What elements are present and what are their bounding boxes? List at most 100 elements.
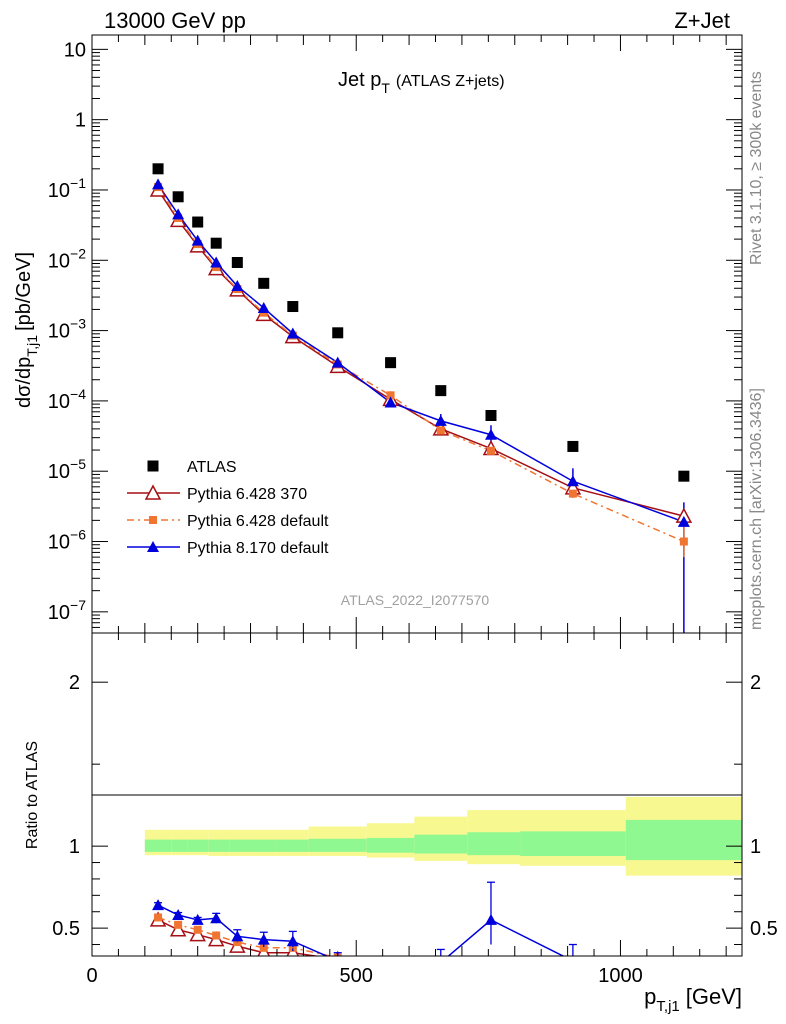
data-point xyxy=(568,489,577,498)
analysis-watermark: ATLAS_2022_I2077570 xyxy=(341,592,490,608)
legend-label: ATLAS xyxy=(187,459,237,476)
y-tick-label: 10−5 xyxy=(48,456,86,483)
data-point xyxy=(172,191,184,203)
ratio-data-point xyxy=(193,925,202,934)
x-tick-label: 1000 xyxy=(598,965,643,987)
data-point xyxy=(486,446,495,455)
band-inner xyxy=(625,819,742,861)
ratio-data-point xyxy=(435,957,447,968)
series-line xyxy=(157,189,685,517)
data-point xyxy=(192,216,204,228)
series-line xyxy=(157,183,685,523)
legend-marker xyxy=(147,460,159,472)
ratio-data-point xyxy=(231,930,244,942)
ratio-data-point xyxy=(572,954,574,956)
ratio-data-point xyxy=(154,913,163,922)
main-plot-panel: ATLAS Pythia 6.428 370 Pythia 6.428 defaul… xyxy=(13,34,743,634)
data-point xyxy=(210,256,223,268)
data-point xyxy=(152,163,164,175)
data-point xyxy=(210,237,222,249)
header-right: Z+Jet xyxy=(674,8,730,33)
x-axis-label: pT,j1 [GeV] xyxy=(644,984,742,1015)
x-tick-label: 0 xyxy=(86,965,97,987)
y-tick-label: 10−3 xyxy=(48,316,86,343)
side-text-top: Rivet 3.1.10, ≥ 300k events xyxy=(748,71,765,265)
band-inner xyxy=(366,837,415,853)
data-point xyxy=(434,414,447,426)
data-point xyxy=(257,301,270,313)
data-point xyxy=(152,178,165,190)
data-point xyxy=(384,396,397,408)
main-axes: 10 1 10−1 10−2 10−3 10−4 10−5 10−6 10−7 xyxy=(48,35,742,634)
legend-label: Pythia 6.428 370 xyxy=(187,486,307,503)
ratio-y-tick-label-right: 2 xyxy=(750,672,761,694)
legend-label: Pythia 8.170 default xyxy=(187,540,329,557)
band-inner xyxy=(187,839,209,852)
main-title: Jet pT (ATLAS Z+jets) xyxy=(338,69,505,96)
ratio-plot-panel: 0.5 0.5 1 1 2 2 0 500 1000 Ratio to ATLAS pT,j1[… xyxy=(24,632,778,1015)
ratio-data-point xyxy=(385,960,397,971)
band-inner xyxy=(414,834,468,854)
x-tick-label: 500 xyxy=(340,965,373,987)
ratio-data-point xyxy=(152,899,165,911)
legend-marker xyxy=(149,516,157,524)
ratio-y-axis-label: Ratio to ATLAS xyxy=(24,741,41,849)
band-inner xyxy=(229,839,251,852)
y-tick-label: 1 xyxy=(75,110,86,132)
header-left: 13000 GeV pp xyxy=(104,8,246,33)
data-point xyxy=(566,475,579,487)
data-point xyxy=(679,537,688,546)
data-point xyxy=(386,391,395,400)
main-y-axis-label: dσ/dpT,j1[pb/GeV] xyxy=(13,252,40,408)
data-point xyxy=(436,426,445,435)
y-tick-label: 10 xyxy=(64,39,86,61)
y-tick-label: 10−2 xyxy=(48,245,86,272)
data-point xyxy=(484,428,497,440)
band-inner xyxy=(276,839,309,852)
ratio-data-point xyxy=(189,926,206,942)
ratio-data-point xyxy=(169,921,187,937)
ratio-y-tick-label-right: 0.5 xyxy=(750,918,778,940)
data-point xyxy=(286,327,299,339)
legend-marker xyxy=(144,484,162,500)
y-tick-label: 10−6 xyxy=(48,527,86,554)
data-point xyxy=(191,234,204,246)
data-point xyxy=(435,385,447,397)
ratio-y-tick-label: 2 xyxy=(69,672,80,694)
band-inner xyxy=(467,832,521,856)
main-data-layer xyxy=(149,163,693,633)
data-point xyxy=(385,357,397,369)
band-inner xyxy=(208,839,230,852)
data-point xyxy=(678,470,690,482)
ratio-data-point xyxy=(678,968,690,979)
ratio-data-layer xyxy=(149,881,690,979)
data-point xyxy=(172,208,185,220)
ratio-axes: 0.5 0.5 1 1 2 2 0 500 1000 xyxy=(52,633,778,987)
ratio-data-point xyxy=(210,912,223,924)
ratio-data-point xyxy=(172,909,185,921)
band-inner xyxy=(171,839,188,852)
ratio-data-point xyxy=(174,920,183,929)
ratio-y-tick-label-right: 1 xyxy=(750,836,761,858)
data-point xyxy=(331,356,344,368)
band-inner xyxy=(520,831,626,856)
side-text-bottom: mcplots.cern.ch [arXiv:1306.3436] xyxy=(748,388,765,630)
data-point xyxy=(332,327,344,339)
ratio-y-tick-label: 1 xyxy=(69,836,80,858)
data-point xyxy=(231,280,244,292)
data-point xyxy=(567,440,579,452)
ratio-data-point xyxy=(257,933,270,945)
ratio-data-point xyxy=(484,913,497,925)
y-tick-label: 10−4 xyxy=(48,386,86,413)
ratio-frame xyxy=(91,632,743,957)
band-inner xyxy=(250,839,277,852)
data-point xyxy=(287,301,299,313)
data-point xyxy=(258,277,270,289)
legend: ATLAS Pythia 6.428 370 Pythia 6.428 defaul… xyxy=(127,459,329,557)
ratio-series-line xyxy=(157,916,334,956)
legend-marker xyxy=(147,541,159,552)
ratio-y-tick-label: 0.5 xyxy=(52,918,80,940)
data-point xyxy=(231,256,243,268)
ratio-data-point xyxy=(212,931,221,940)
